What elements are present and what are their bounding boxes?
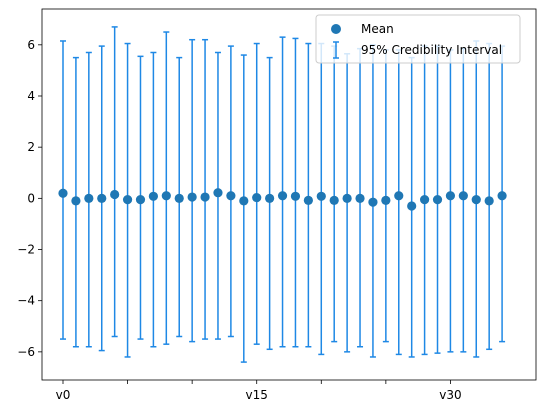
mean-point bbox=[97, 193, 107, 203]
mean-point bbox=[368, 197, 378, 207]
error-bar bbox=[305, 42, 312, 348]
error-bar bbox=[111, 26, 118, 338]
x-tick-label: v0 bbox=[56, 388, 71, 402]
mean-point bbox=[58, 188, 68, 198]
error-bar bbox=[266, 56, 273, 351]
error-bar bbox=[202, 38, 209, 340]
y-tick-label: 0 bbox=[27, 191, 35, 205]
mean-point bbox=[355, 193, 365, 203]
mean-point bbox=[458, 191, 468, 201]
y-tick-label: 2 bbox=[27, 140, 35, 154]
mean-point bbox=[445, 191, 456, 201]
mean-point bbox=[213, 188, 223, 198]
mean-point bbox=[161, 191, 171, 201]
mean-point bbox=[265, 193, 275, 203]
error-bar bbox=[189, 38, 196, 343]
mean-point bbox=[135, 195, 146, 205]
mean-point bbox=[71, 196, 81, 206]
legend-interval-label: 95% Credibility Interval bbox=[361, 43, 502, 57]
mean-point bbox=[122, 195, 133, 205]
y-tick-label: −6 bbox=[17, 345, 35, 359]
mean-point bbox=[174, 193, 184, 203]
legend-mean-label: Mean bbox=[361, 22, 394, 36]
mean-point bbox=[316, 191, 326, 201]
mean-point bbox=[420, 195, 430, 205]
mean-points-layer bbox=[58, 188, 507, 211]
y-tick-label: −4 bbox=[17, 294, 35, 308]
mean-point bbox=[407, 201, 417, 211]
legend-mean-marker bbox=[331, 24, 341, 34]
mean-point bbox=[226, 191, 236, 201]
error-bar bbox=[163, 31, 170, 345]
mean-point bbox=[200, 192, 210, 202]
mean-point bbox=[252, 192, 262, 203]
mean-point bbox=[239, 196, 249, 206]
mean-point bbox=[329, 195, 339, 205]
mean-point bbox=[303, 195, 313, 205]
legend: Mean 95% Credibility Interval bbox=[315, 14, 521, 64]
x-tick-label: v15 bbox=[246, 388, 268, 402]
legend-box bbox=[315, 14, 521, 64]
mean-point bbox=[497, 191, 507, 201]
legend-interval-marker bbox=[333, 41, 339, 59]
mean-point bbox=[148, 191, 158, 201]
mean-point bbox=[290, 191, 301, 201]
mean-point bbox=[381, 195, 391, 205]
mean-point bbox=[187, 192, 197, 202]
mean-point bbox=[471, 195, 481, 205]
mean-point bbox=[394, 191, 404, 201]
x-tick-label: v30 bbox=[439, 388, 461, 402]
mean-point bbox=[484, 196, 494, 206]
y-tick-label: −2 bbox=[17, 243, 35, 257]
x-axis: v0 v15 v30 bbox=[56, 380, 462, 402]
axes-frame bbox=[41, 8, 537, 381]
y-tick-label: 6 bbox=[27, 38, 35, 52]
mean-point bbox=[84, 193, 94, 203]
y-tick-label: 4 bbox=[27, 89, 35, 103]
mean-point bbox=[342, 193, 352, 203]
mean-point bbox=[432, 195, 443, 205]
mean-point bbox=[110, 189, 120, 200]
mean-point bbox=[277, 191, 288, 201]
y-axis: −6 −4 −2 0 2 4 6 bbox=[17, 38, 42, 359]
error-bar bbox=[240, 54, 247, 363]
